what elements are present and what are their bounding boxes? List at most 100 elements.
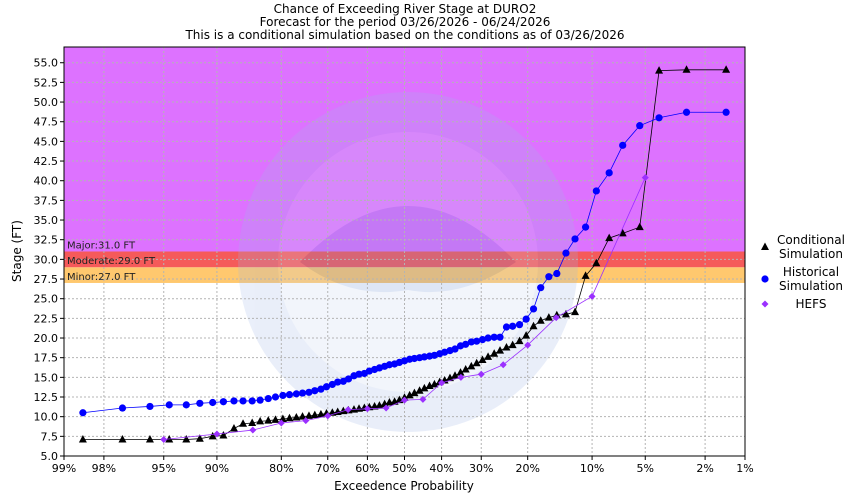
data-point-hefs <box>363 405 371 413</box>
data-point-conditional-simulation <box>682 65 691 73</box>
data-point-conditional-simulation <box>316 409 325 418</box>
data-point-conditional-simulation <box>78 434 87 443</box>
x-tick-label: 2% <box>696 462 713 475</box>
y-tick-label: 50.0 <box>34 96 59 109</box>
y-tick-label: 42.5 <box>34 155 59 168</box>
data-point-conditional-simulation <box>502 342 511 351</box>
data-point-conditional-simulation <box>208 431 217 440</box>
y-tick-label: 7.5 <box>41 430 59 443</box>
data-point-conditional-simulation <box>219 431 228 439</box>
data-point-conditional-simulation <box>561 309 570 318</box>
data-point-conditional-simulation <box>256 416 265 425</box>
y-tick-label: 45.0 <box>34 135 59 148</box>
data-point-hefs <box>552 314 560 322</box>
data-point-historical-simulation <box>451 345 459 353</box>
series-historical-simulation <box>79 108 730 417</box>
data-point-historical-simulation <box>264 394 272 403</box>
data-point-conditional-simulation <box>508 340 517 349</box>
data-point-hefs <box>524 341 532 349</box>
y-tick-label: 47.5 <box>34 116 59 129</box>
data-point-historical-simulation <box>655 114 663 122</box>
data-point-conditional-simulation <box>451 371 460 379</box>
data-point-conditional-simulation <box>430 379 439 388</box>
watermark-inner-seal <box>278 132 538 392</box>
legend: ConditionalSimulationHistoricalSimulatio… <box>761 233 845 311</box>
data-point-historical-simulation <box>196 399 204 407</box>
data-point-historical-simulation <box>209 398 217 407</box>
data-point-conditional-simulation <box>456 368 465 376</box>
data-point-conditional-simulation <box>304 411 313 419</box>
data-point-historical-simulation <box>146 402 154 411</box>
y-tick-label: 30.0 <box>34 253 59 266</box>
data-point-historical-simulation <box>118 404 127 412</box>
data-point-historical-simulation <box>553 269 561 278</box>
data-point-historical-simulation <box>502 323 511 331</box>
x-tick-label: 10% <box>580 462 604 475</box>
data-point-conditional-simulation <box>529 321 538 330</box>
data-point-conditional-simulation <box>484 352 493 360</box>
data-point-conditional-simulation <box>515 336 524 345</box>
flood-band-label-moderate: Moderate:29.0 FT <box>67 256 156 267</box>
data-point-historical-simulation <box>509 322 517 330</box>
y-tick-label: 20.0 <box>34 332 59 345</box>
data-point-historical-simulation <box>581 223 590 231</box>
data-point-historical-simulation <box>592 187 600 195</box>
data-point-historical-simulation <box>490 333 498 341</box>
data-point-conditional-simulation <box>264 416 273 424</box>
data-point-conditional-simulation <box>292 412 301 421</box>
y-tick-label: 12.5 <box>34 391 59 404</box>
data-point-hefs <box>457 373 465 381</box>
data-point-historical-simulation <box>271 393 280 401</box>
data-point-historical-simulation <box>496 333 504 341</box>
legend-label-conditional-simulation: Simulation <box>779 247 843 261</box>
data-point-historical-simulation <box>219 398 228 406</box>
data-point-historical-simulation <box>619 141 627 149</box>
data-point-conditional-simulation <box>298 412 307 420</box>
data-point-conditional-simulation <box>536 316 545 324</box>
x-tick-label: 50% <box>392 462 416 475</box>
data-point-conditional-simulation <box>285 413 294 422</box>
data-point-historical-simulation <box>305 388 313 396</box>
data-point-hefs <box>401 396 408 404</box>
data-point-historical-simulation <box>529 305 538 313</box>
flood-band-major <box>64 47 745 252</box>
data-point-historical-simulation <box>473 337 481 345</box>
data-point-historical-simulation <box>311 387 319 395</box>
data-point-conditional-simulation <box>522 331 531 339</box>
data-point-historical-simulation <box>285 391 294 399</box>
data-point-conditional-simulation <box>405 390 414 399</box>
x-tick-label: 5% <box>637 462 654 475</box>
x-tick-label: 98% <box>92 462 116 475</box>
y-axis: 5.0 7.5 10.0 12.5 15.0 17.5 20.0 22.5 25.0 27.5 30… <box>34 57 64 463</box>
data-point-hefs <box>160 435 168 443</box>
data-point-historical-simulation <box>256 396 264 404</box>
x-tick-label: 60% <box>355 462 379 475</box>
legend-marker-conditional-simulation <box>761 242 769 250</box>
data-point-hefs <box>588 292 596 300</box>
legend-label-hefs: HEFS <box>796 297 827 311</box>
data-point-conditional-simulation <box>145 434 154 443</box>
flood-band-label-major: Major:31.0 FT <box>67 241 136 252</box>
data-point-conditional-simulation <box>118 434 127 443</box>
watermark-gull <box>300 206 516 293</box>
data-point-conditional-simulation <box>461 364 470 373</box>
data-point-historical-simulation <box>239 397 247 405</box>
x-tick-label: 99% <box>52 462 76 475</box>
data-point-conditional-simulation <box>496 346 505 354</box>
data-point-conditional-simulation <box>415 386 424 394</box>
data-point-conditional-simulation <box>239 419 248 427</box>
data-point-historical-simulation <box>462 340 470 348</box>
data-point-historical-simulation <box>467 338 475 346</box>
data-point-conditional-simulation <box>478 355 487 364</box>
x-tick-label: 20% <box>515 462 539 475</box>
data-point-historical-simulation <box>571 235 579 243</box>
data-point-historical-simulation <box>79 409 87 417</box>
x-tick-label: 1% <box>736 462 753 475</box>
data-point-conditional-simulation <box>310 410 319 419</box>
y-tick-label: 27.5 <box>34 273 59 286</box>
data-point-historical-simulation <box>334 378 342 386</box>
data-point-conditional-simulation <box>445 373 454 382</box>
y-tick-label: 10.0 <box>34 411 59 424</box>
data-point-historical-simulation <box>545 273 553 281</box>
y-tick-label: 25.0 <box>34 293 59 306</box>
